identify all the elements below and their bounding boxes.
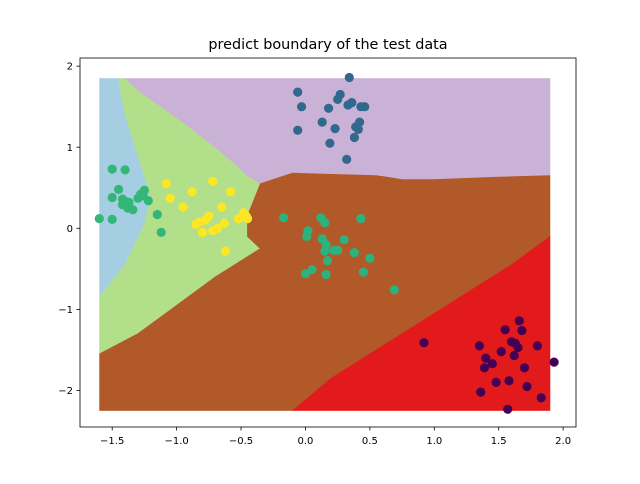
scatter-point [321, 239, 331, 250]
scatter-point [517, 325, 527, 336]
scatter-point [481, 353, 491, 363]
scatter-point [293, 125, 303, 135]
scatter-point [279, 213, 289, 223]
scatter-point [479, 363, 490, 373]
scatter-point [476, 387, 486, 397]
scatter-point [128, 205, 138, 215]
chart-title: predict boundary of the test data [208, 37, 447, 53]
scatter-point [330, 124, 340, 134]
scatter-point [389, 285, 399, 295]
scatter-point [197, 227, 207, 237]
scatter-point [500, 325, 510, 335]
axes: −1.5 −1.0 −0.5 0.0 0.5 1.0 1.5 2.0 −2 −1 0 1 2 [58, 57, 577, 447]
scatter-point [503, 404, 513, 414]
scatter-point [94, 214, 104, 224]
scatter-point [293, 87, 303, 97]
scatter-point [219, 218, 229, 228]
x-tick-label: −1.0 [164, 436, 188, 447]
scatter-point [532, 341, 543, 351]
scatter-point [349, 248, 359, 258]
scatter-point [213, 223, 223, 233]
scatter-point [152, 209, 162, 220]
scatter-point [353, 124, 363, 134]
scatter-point [342, 154, 352, 164]
x-tick-label: 1.5 [491, 436, 507, 447]
scatter-point [107, 164, 117, 174]
scatter-point [107, 192, 117, 203]
scatter-point [347, 98, 357, 108]
scatter-point [317, 117, 327, 127]
scatter-point [358, 267, 368, 277]
scatter-point [349, 132, 359, 143]
scatter-point [107, 214, 117, 224]
scatter-point [355, 117, 365, 127]
scatter-point [204, 211, 214, 221]
x-tick-label: 2.0 [555, 436, 571, 447]
y-tick-label: 2 [67, 62, 73, 73]
scatter-point [303, 226, 313, 236]
scatter-point [474, 341, 484, 351]
scatter-point [307, 265, 317, 275]
scatter-point [156, 227, 166, 237]
scatter-point [242, 214, 253, 224]
scatter-point [333, 245, 343, 255]
scatter-points [94, 72, 559, 414]
y-tick-label: 1 [67, 143, 73, 154]
x-tick-label: −1.5 [100, 436, 124, 447]
scatter-point [143, 196, 153, 206]
scatter-point [335, 89, 345, 100]
scatter-point [344, 72, 354, 83]
y-tick-label: 0 [67, 224, 73, 235]
scatter-point [322, 256, 332, 266]
scatter-point [178, 202, 188, 212]
scatter-point [419, 338, 429, 348]
scatter-point [487, 359, 497, 369]
x-tick-label: 0.5 [362, 436, 378, 447]
scatter-point [496, 347, 506, 357]
y-tick-label: −1 [58, 305, 73, 316]
scatter-point [504, 376, 514, 386]
scatter-point [297, 102, 307, 112]
scatter-point [356, 214, 366, 224]
scatter-point [365, 253, 375, 263]
scatter-point [161, 179, 171, 189]
scatter-point [114, 184, 124, 194]
scatter-point [339, 235, 349, 245]
scatter-point [165, 193, 175, 203]
x-tick-label: −0.5 [229, 436, 253, 447]
x-tick-label: 0.0 [298, 436, 314, 447]
x-tick-label: 1.0 [426, 436, 442, 447]
scatter-point [139, 185, 149, 195]
scatter-point [536, 393, 546, 403]
scatter-point [320, 218, 330, 228]
scatter-point [221, 246, 231, 256]
scatter-point [324, 103, 334, 113]
y-tick-label: −2 [58, 386, 73, 397]
scatter-point [519, 363, 530, 373]
scatter-point [509, 351, 519, 361]
scatter-point [325, 138, 335, 148]
scatter-point [549, 357, 559, 367]
scatter-point [491, 377, 501, 387]
scatter-point [513, 342, 523, 353]
plot-frame [79, 57, 577, 428]
scatter-point [226, 187, 236, 197]
scatter-point [217, 202, 227, 212]
scatter-point [120, 165, 130, 175]
scatter-point [321, 269, 331, 280]
scatter-point [360, 102, 370, 112]
scatter-point [208, 176, 218, 186]
scatter-point [522, 381, 532, 392]
scatter-point [514, 316, 524, 326]
scatter-point [124, 197, 134, 207]
scatter-point [187, 187, 197, 197]
